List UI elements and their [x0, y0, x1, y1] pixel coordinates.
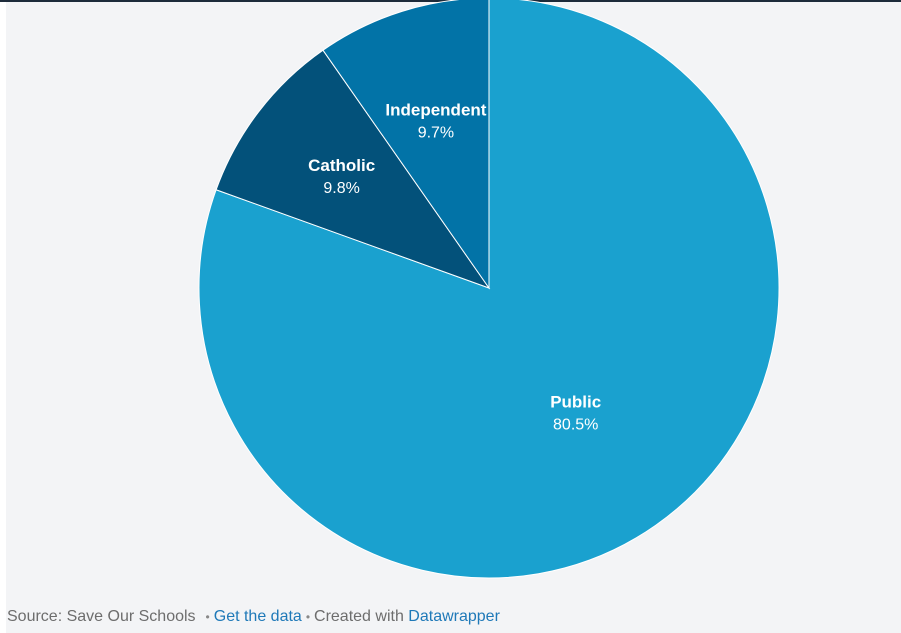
- slice-value-independent: 9.7%: [418, 124, 454, 141]
- pie-slice-public: [198, 0, 780, 579]
- pie-slice-catholic: [215, 49, 491, 290]
- pie-slice-independent: [322, 0, 490, 290]
- get-data-link[interactable]: Get the data: [213, 608, 302, 625]
- source-text: Source: Save Our Schools: [7, 608, 196, 625]
- pie-labels: Public 80.5% Catholic 9.8% Independent 9.7%: [308, 100, 601, 433]
- datawrapper-link[interactable]: Datawrapper: [408, 608, 500, 625]
- pie-slices: [198, 0, 780, 579]
- slice-label-public: Public: [550, 392, 601, 411]
- slice-label-catholic: Catholic: [308, 156, 375, 175]
- created-with-text: Created with: [314, 608, 404, 625]
- slice-value-public: 80.5%: [553, 416, 598, 433]
- footer-separator: •: [205, 610, 210, 624]
- slice-label-independent: Independent: [385, 100, 486, 119]
- chart-footer: Source: Save Our Schools • Get the data • Cr…: [7, 608, 500, 626]
- footer-separator: •: [305, 610, 311, 624]
- slice-value-catholic: 9.8%: [323, 180, 359, 197]
